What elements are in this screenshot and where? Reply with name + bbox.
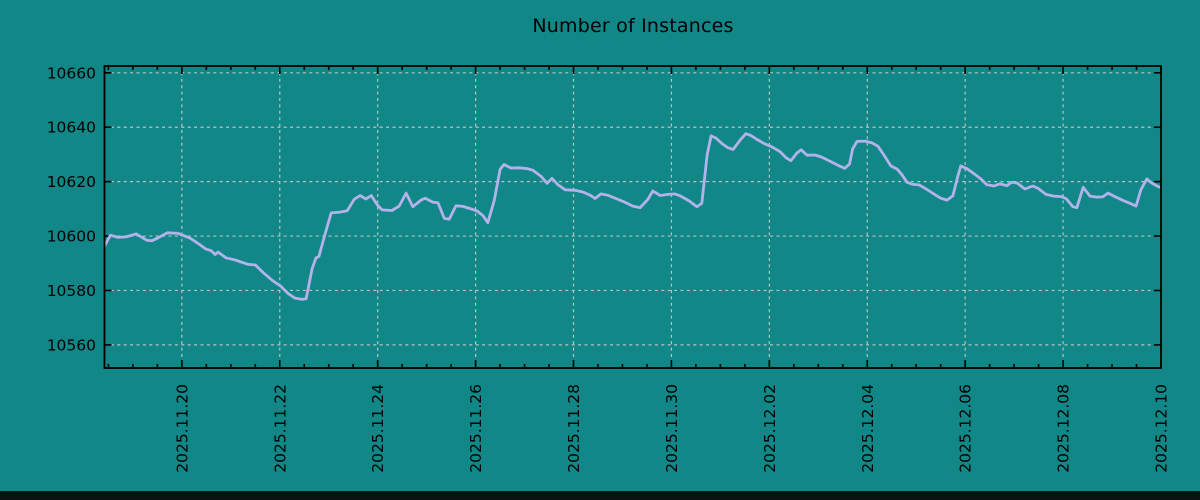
y-tick-label: 10640	[47, 119, 96, 137]
x-tick-label: 2025.11.20	[173, 384, 191, 473]
gridlines	[104, 66, 1162, 368]
y-tick-label: 10580	[47, 282, 96, 300]
axis-ticks	[104, 66, 1162, 368]
x-tick-label: 2025.12.02	[761, 384, 779, 473]
y-tick-label: 10600	[47, 228, 96, 246]
x-tick-label: 2025.12.10	[1153, 384, 1171, 473]
x-tick-label: 2025.11.30	[663, 384, 681, 473]
y-tick-label: 10660	[47, 64, 96, 82]
x-tick-label: 2025.12.04	[859, 384, 877, 473]
x-tick-label: 2025.12.08	[1055, 384, 1073, 473]
x-axis-labels: 2025.11.20 2025.11.22 2025.11.24 2025.11.26…	[173, 384, 1170, 473]
chart-title: Number of Instances	[532, 15, 734, 37]
bottom-border-bar	[0, 491, 1200, 500]
y-tick-label: 10560	[47, 336, 96, 354]
x-tick-label: 2025.11.26	[467, 384, 485, 473]
instances-series-line	[103, 132, 1162, 301]
x-tick-label: 2025.11.24	[369, 384, 387, 473]
plot-frame	[103, 65, 1162, 369]
x-tick-label: 2025.11.28	[565, 384, 583, 473]
y-axis-labels: 10560 10580 10600 10620 10640 10660	[47, 64, 96, 354]
x-tick-label: 2025.11.22	[271, 384, 289, 473]
y-tick-label: 10620	[47, 173, 96, 191]
x-tick-label: 2025.12.06	[957, 384, 975, 473]
